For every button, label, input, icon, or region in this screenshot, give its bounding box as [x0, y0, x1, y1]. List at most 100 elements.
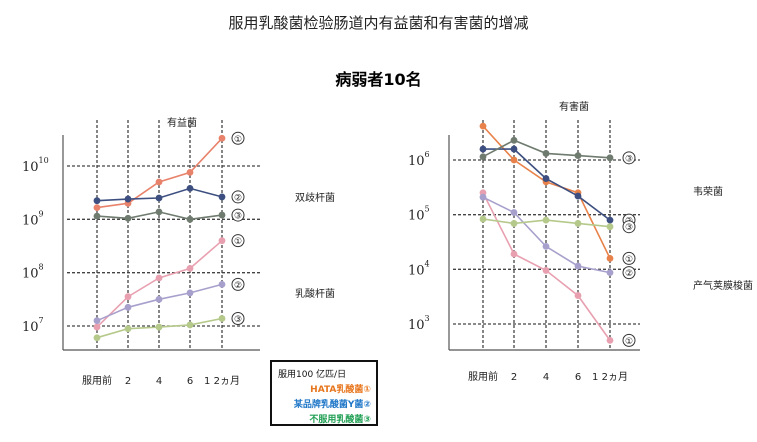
series-id-label: ①: [234, 237, 242, 247]
data-point: [510, 209, 518, 216]
data-point: [510, 250, 518, 258]
data-point: [606, 255, 614, 262]
data-point: [218, 134, 226, 142]
legend-item-hata: HATA乳酸菌①: [310, 385, 371, 395]
data-point: [574, 220, 582, 227]
data-point: [606, 269, 614, 277]
y-tick-label: 104: [408, 259, 430, 278]
x-tick-label: 服用前: [468, 370, 498, 383]
y-tick-label: 106: [408, 150, 430, 169]
x-tick-label: 服用前: [82, 374, 112, 387]
x-tick-label: 6: [187, 376, 193, 387]
data-point: [124, 195, 132, 203]
series-id-label: ①: [625, 255, 633, 265]
data-point: [218, 193, 226, 201]
data-point: [124, 293, 132, 301]
data-point: [606, 337, 614, 344]
data-point: [155, 274, 163, 282]
data-point: [155, 323, 163, 331]
series-id-badge: [622, 251, 636, 265]
data-point: [542, 175, 550, 182]
series-id-label: ③: [625, 223, 633, 233]
group-label: 产气荚膜梭菌: [693, 279, 753, 292]
data-point: [218, 315, 226, 322]
series-id-badge: [622, 151, 636, 165]
series-id-badge: [231, 277, 245, 291]
data-point: [510, 156, 518, 164]
x-tick-label: 1 2ヵ月: [204, 375, 240, 387]
y-tick-label: 109: [22, 209, 44, 228]
data-point: [574, 152, 582, 160]
x-tick-label: 4: [156, 376, 162, 387]
data-point: [218, 211, 226, 219]
data-point: [124, 303, 132, 311]
data-point: [155, 178, 163, 186]
y-tick-label: 103: [408, 314, 430, 333]
legend-title: 服用100 亿匹/日: [278, 370, 347, 380]
x-tick-label: 4: [543, 372, 549, 383]
series-id-label: ①: [625, 337, 633, 347]
series-id-badge: [622, 333, 636, 347]
data-point: [510, 145, 518, 153]
data-point: [606, 154, 614, 162]
data-point: [542, 150, 550, 157]
data-point: [574, 192, 582, 200]
series-id-label: ①: [234, 135, 242, 145]
data-point: [155, 208, 163, 216]
group-label: 双歧杆菌: [295, 191, 335, 204]
data-point: [155, 295, 163, 303]
group-label: 韦荣菌: [693, 186, 723, 198]
series-id-badge: [622, 220, 636, 234]
data-point: [93, 317, 101, 325]
data-point: [186, 265, 194, 272]
series-line: [96, 240, 223, 328]
series-id-label: ③: [234, 315, 242, 325]
series-id-badge: [231, 208, 245, 222]
y-tick-label: 107: [22, 316, 44, 335]
data-point: [186, 215, 194, 223]
data-point: [93, 323, 101, 331]
data-point: [93, 334, 101, 342]
data-point: [606, 223, 614, 231]
legend-item-y-brand: 某品牌乳酸菌Y菌②: [293, 400, 371, 410]
x-tick-label: 1 2ヵ月: [592, 371, 628, 383]
data-point: [155, 194, 163, 202]
data-point: [124, 325, 132, 333]
series-id-badge: [622, 266, 636, 280]
data-point: [479, 193, 487, 201]
data-point: [574, 292, 582, 299]
data-point: [510, 220, 518, 227]
y-tick-label: 105: [408, 205, 430, 224]
legend: 服用100 亿匹/日 HATA乳酸菌① 某品牌乳酸菌Y菌② 不服用乳酸菌③: [270, 360, 378, 426]
data-point: [542, 216, 550, 224]
series-id-label: ③: [625, 154, 633, 164]
data-point: [218, 281, 226, 288]
data-point: [479, 153, 487, 161]
series-id-badge: [231, 234, 245, 248]
series-id-badge: [231, 131, 245, 145]
series-id-label: ③: [234, 212, 242, 222]
data-point: [606, 216, 614, 224]
series-id-badge: [231, 312, 245, 326]
data-point: [93, 212, 101, 220]
page-title: 服用乳酸菌检验肠道内有益菌和有害菌的增减: [228, 14, 529, 32]
legend-item-no-intake: 不服用乳酸菌③: [309, 415, 371, 425]
y-tick-label: 1010: [22, 156, 49, 175]
series-id-badge: [231, 190, 245, 204]
data-point: [186, 321, 194, 329]
x-tick-label: 2: [125, 376, 131, 387]
data-point: [93, 204, 101, 212]
data-point: [574, 262, 582, 270]
series-id-label: ②: [625, 269, 633, 279]
y-tick-label: 108: [22, 263, 44, 282]
panel-title: 有害菌: [559, 100, 589, 113]
group-label: 乳酸杆菌: [295, 287, 335, 300]
data-point: [186, 169, 194, 176]
data-point: [124, 214, 132, 222]
series-id-label: ②: [234, 281, 242, 291]
x-tick-label: 6: [575, 372, 581, 383]
data-point: [479, 215, 487, 223]
